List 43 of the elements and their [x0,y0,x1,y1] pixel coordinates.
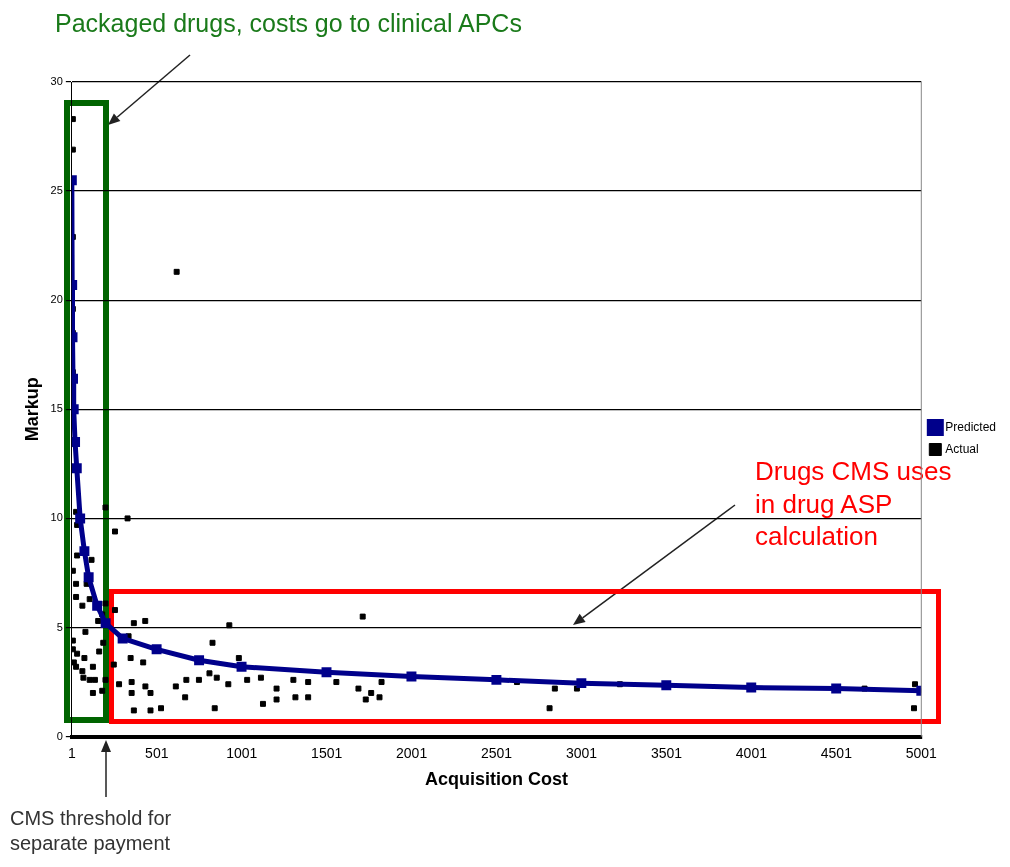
text: CMS threshold for separate payment [10,806,173,856]
x-tick-label: 2501 [480,744,513,761]
point [75,513,86,524]
y-tick-label: 20 [50,293,63,306]
point [194,655,205,666]
point [151,644,162,655]
text: Packaged drugs, costs go to clinical APCs [55,8,523,39]
x-tick-label: 1 [67,744,76,761]
point [79,546,90,557]
point [406,671,417,682]
point [746,682,757,693]
point [321,667,332,678]
x-tick-label: 5001 [905,744,938,761]
point [71,437,81,448]
y-tick-label: 15 [50,402,63,415]
legend-label: Predicted [945,419,997,434]
y-tick-label: 25 [50,184,63,197]
x-tick-label: 2001 [396,744,428,761]
point [661,680,672,691]
x-tick-label: 4501 [820,744,853,761]
annotation: Drugs CMS uses in drug ASP calculation [755,455,953,553]
point [831,683,842,694]
point [92,600,103,611]
x-tick-label: 4001 [735,744,768,761]
y-tick-label: 30 [50,75,63,88]
point [117,633,128,644]
y-tick-label: 10 [50,511,63,524]
x-tick-label: 3501 [650,744,683,761]
point [100,618,111,629]
point [71,463,82,474]
point [491,674,502,685]
x-tick-label: 1001 [226,744,258,761]
y-tick-label: 0 [56,729,63,742]
x-tick-label: 501 [145,744,169,761]
legend-label: Actual [945,441,979,456]
point [83,572,94,583]
x-axis-title: Acquisition Cost [425,769,569,790]
x-tick-label: 3001 [565,744,598,761]
point [236,661,247,672]
x-tick-label: 1501 [311,744,343,761]
y-axis-title: Markup [21,377,42,442]
point [576,678,587,689]
y-tick-label: 5 [56,620,63,633]
